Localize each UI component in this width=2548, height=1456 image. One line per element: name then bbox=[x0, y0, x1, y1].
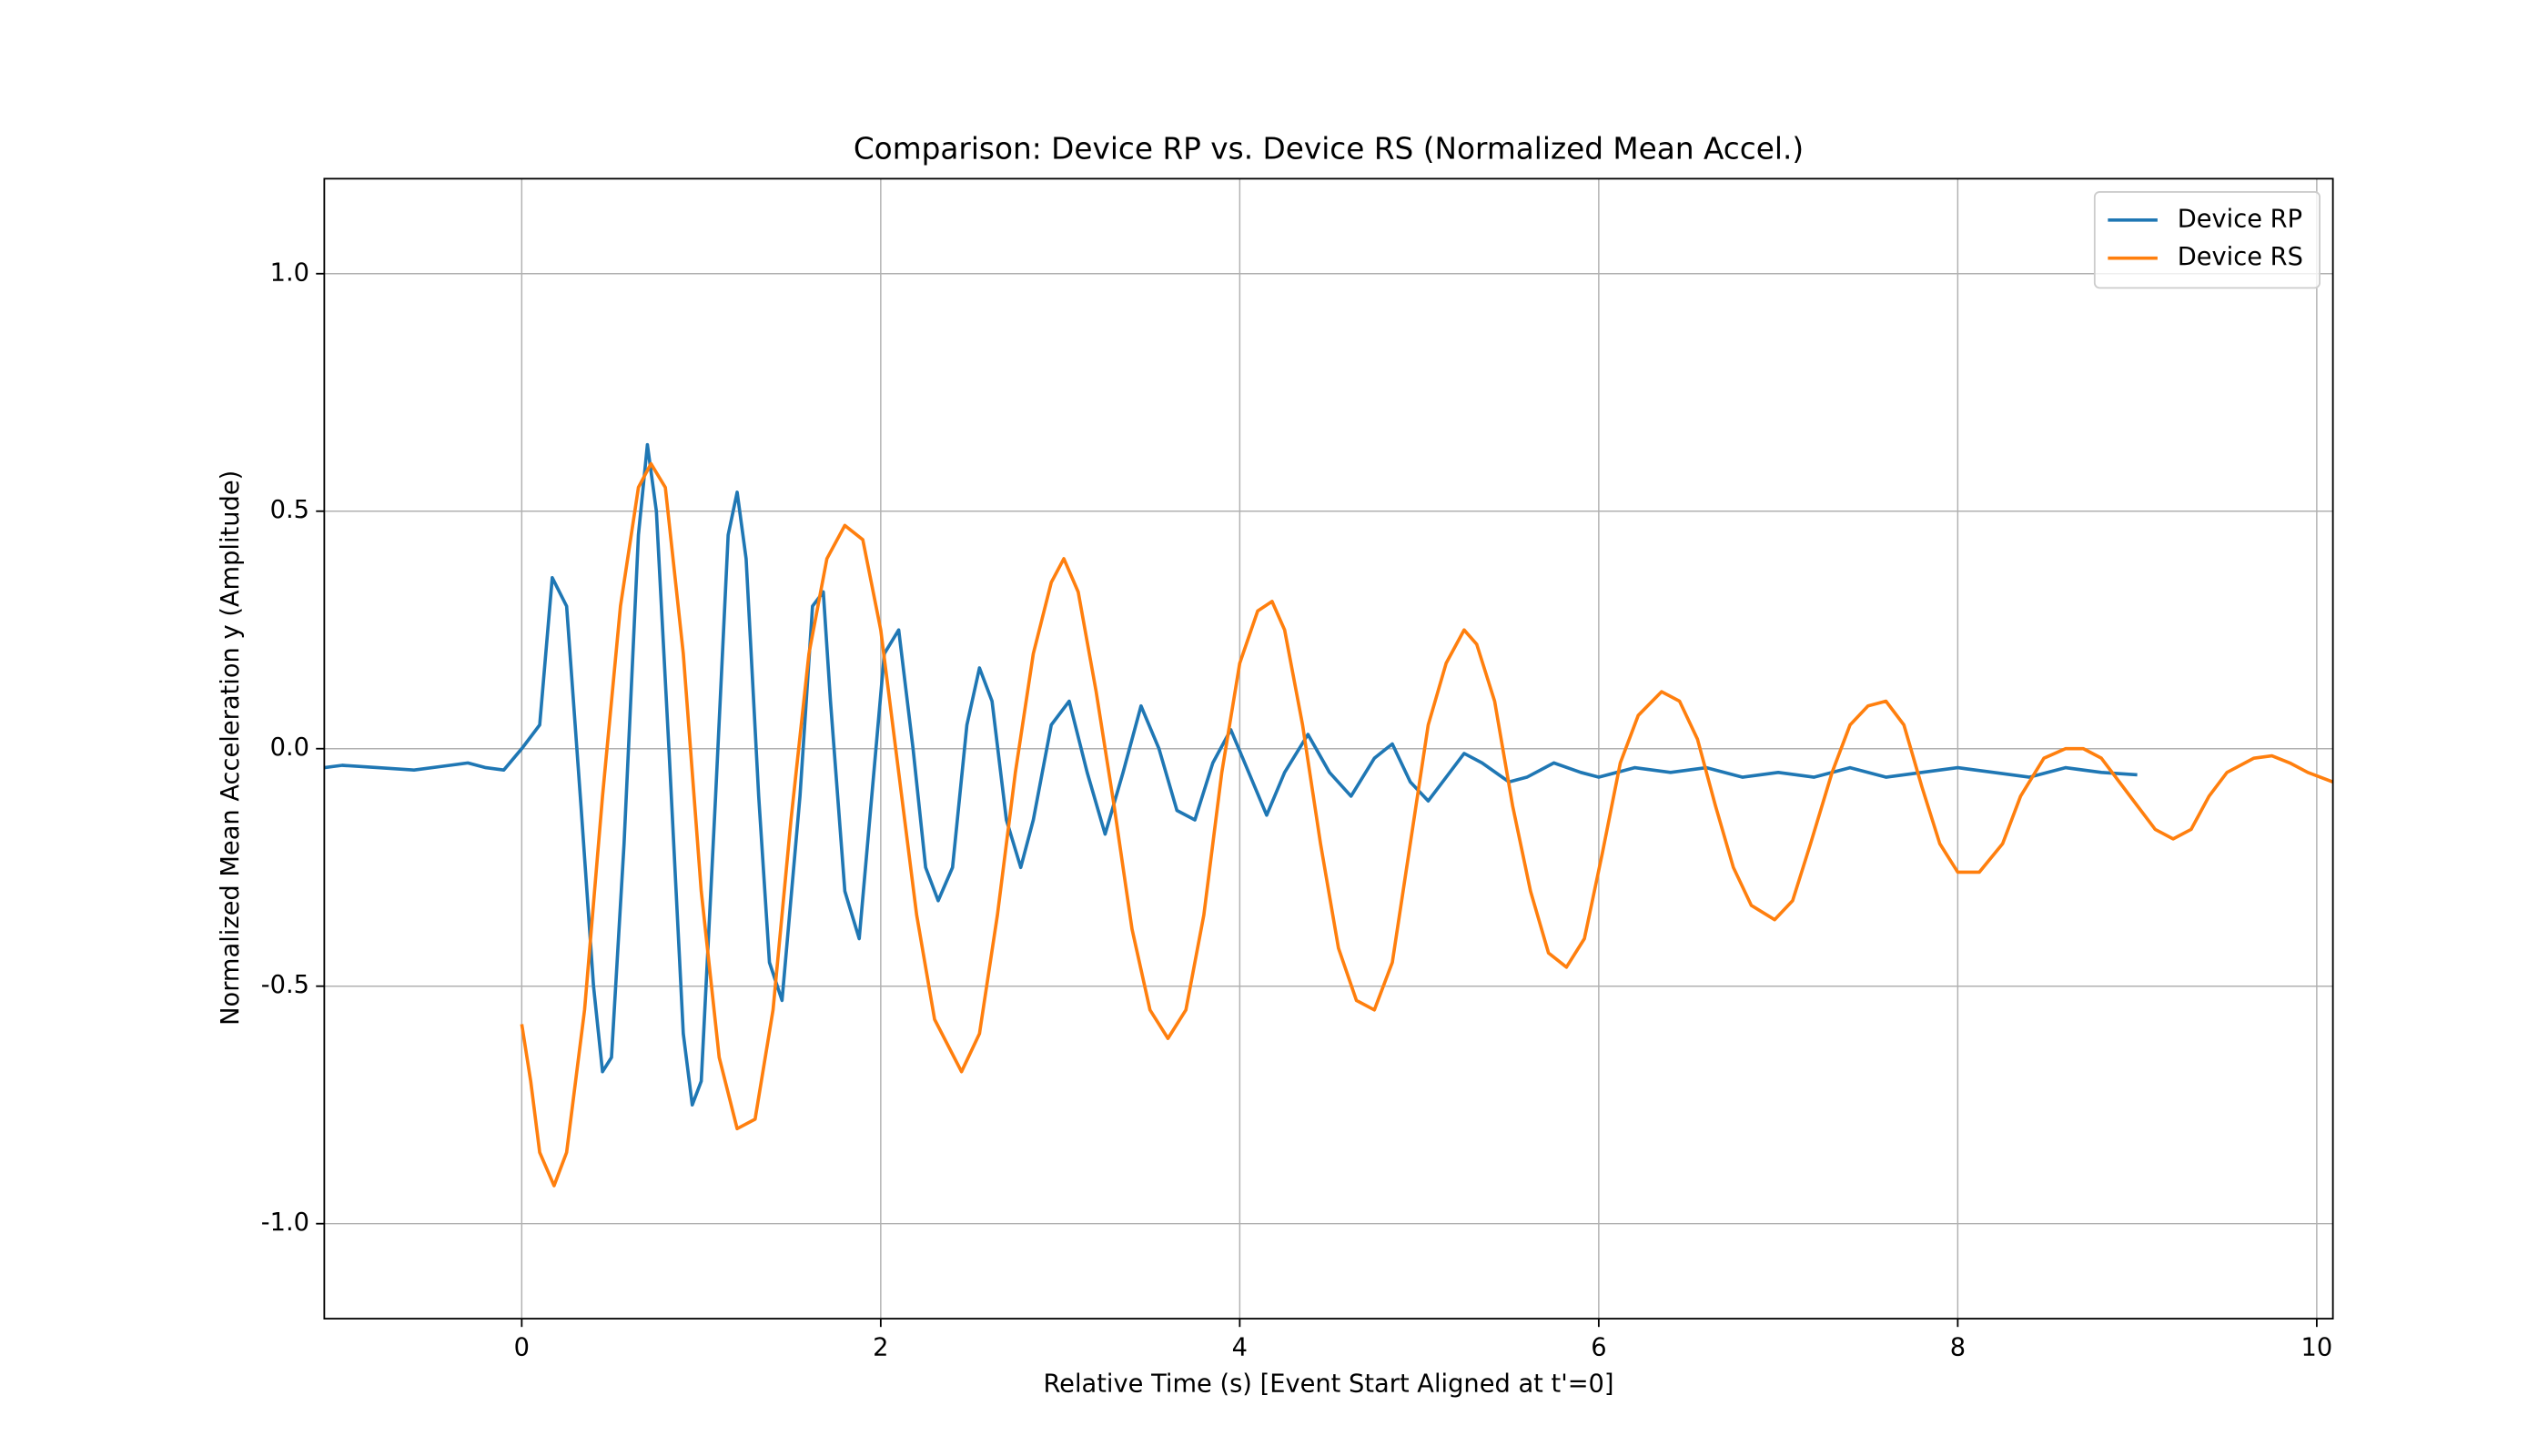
chart-title: Comparison: Device RP vs. Device RS (Nor… bbox=[854, 131, 1804, 166]
plot-frame bbox=[323, 177, 2334, 1320]
x-tick-label: 4 bbox=[1232, 1333, 1248, 1361]
x-tick-label: 8 bbox=[1950, 1333, 1966, 1361]
legend-label: Device RP bbox=[2178, 205, 2302, 233]
legend-box bbox=[2093, 191, 2320, 289]
series-line bbox=[520, 461, 2333, 1188]
x-tick-label: 6 bbox=[1591, 1333, 1606, 1361]
y-tick-label: 0.0 bbox=[270, 733, 309, 762]
x-tick-label: 2 bbox=[873, 1333, 888, 1361]
series-line bbox=[324, 442, 2138, 1107]
y-tick-label: 1.0 bbox=[270, 258, 309, 287]
x-tick-label: 10 bbox=[2301, 1333, 2333, 1361]
y-tick-label: 0.5 bbox=[270, 496, 309, 524]
y-axis-label: Normalized Mean Acceleration y (Amplitud… bbox=[217, 470, 245, 1026]
x-axis-label: Relative Time (s) [Event Start Aligned a… bbox=[1043, 1370, 1613, 1398]
y-tick-label: -0.5 bbox=[261, 971, 309, 999]
x-tick-label: 0 bbox=[514, 1333, 530, 1361]
legend-label: Device RS bbox=[2178, 243, 2303, 271]
y-tick-label: -1.0 bbox=[261, 1208, 309, 1237]
